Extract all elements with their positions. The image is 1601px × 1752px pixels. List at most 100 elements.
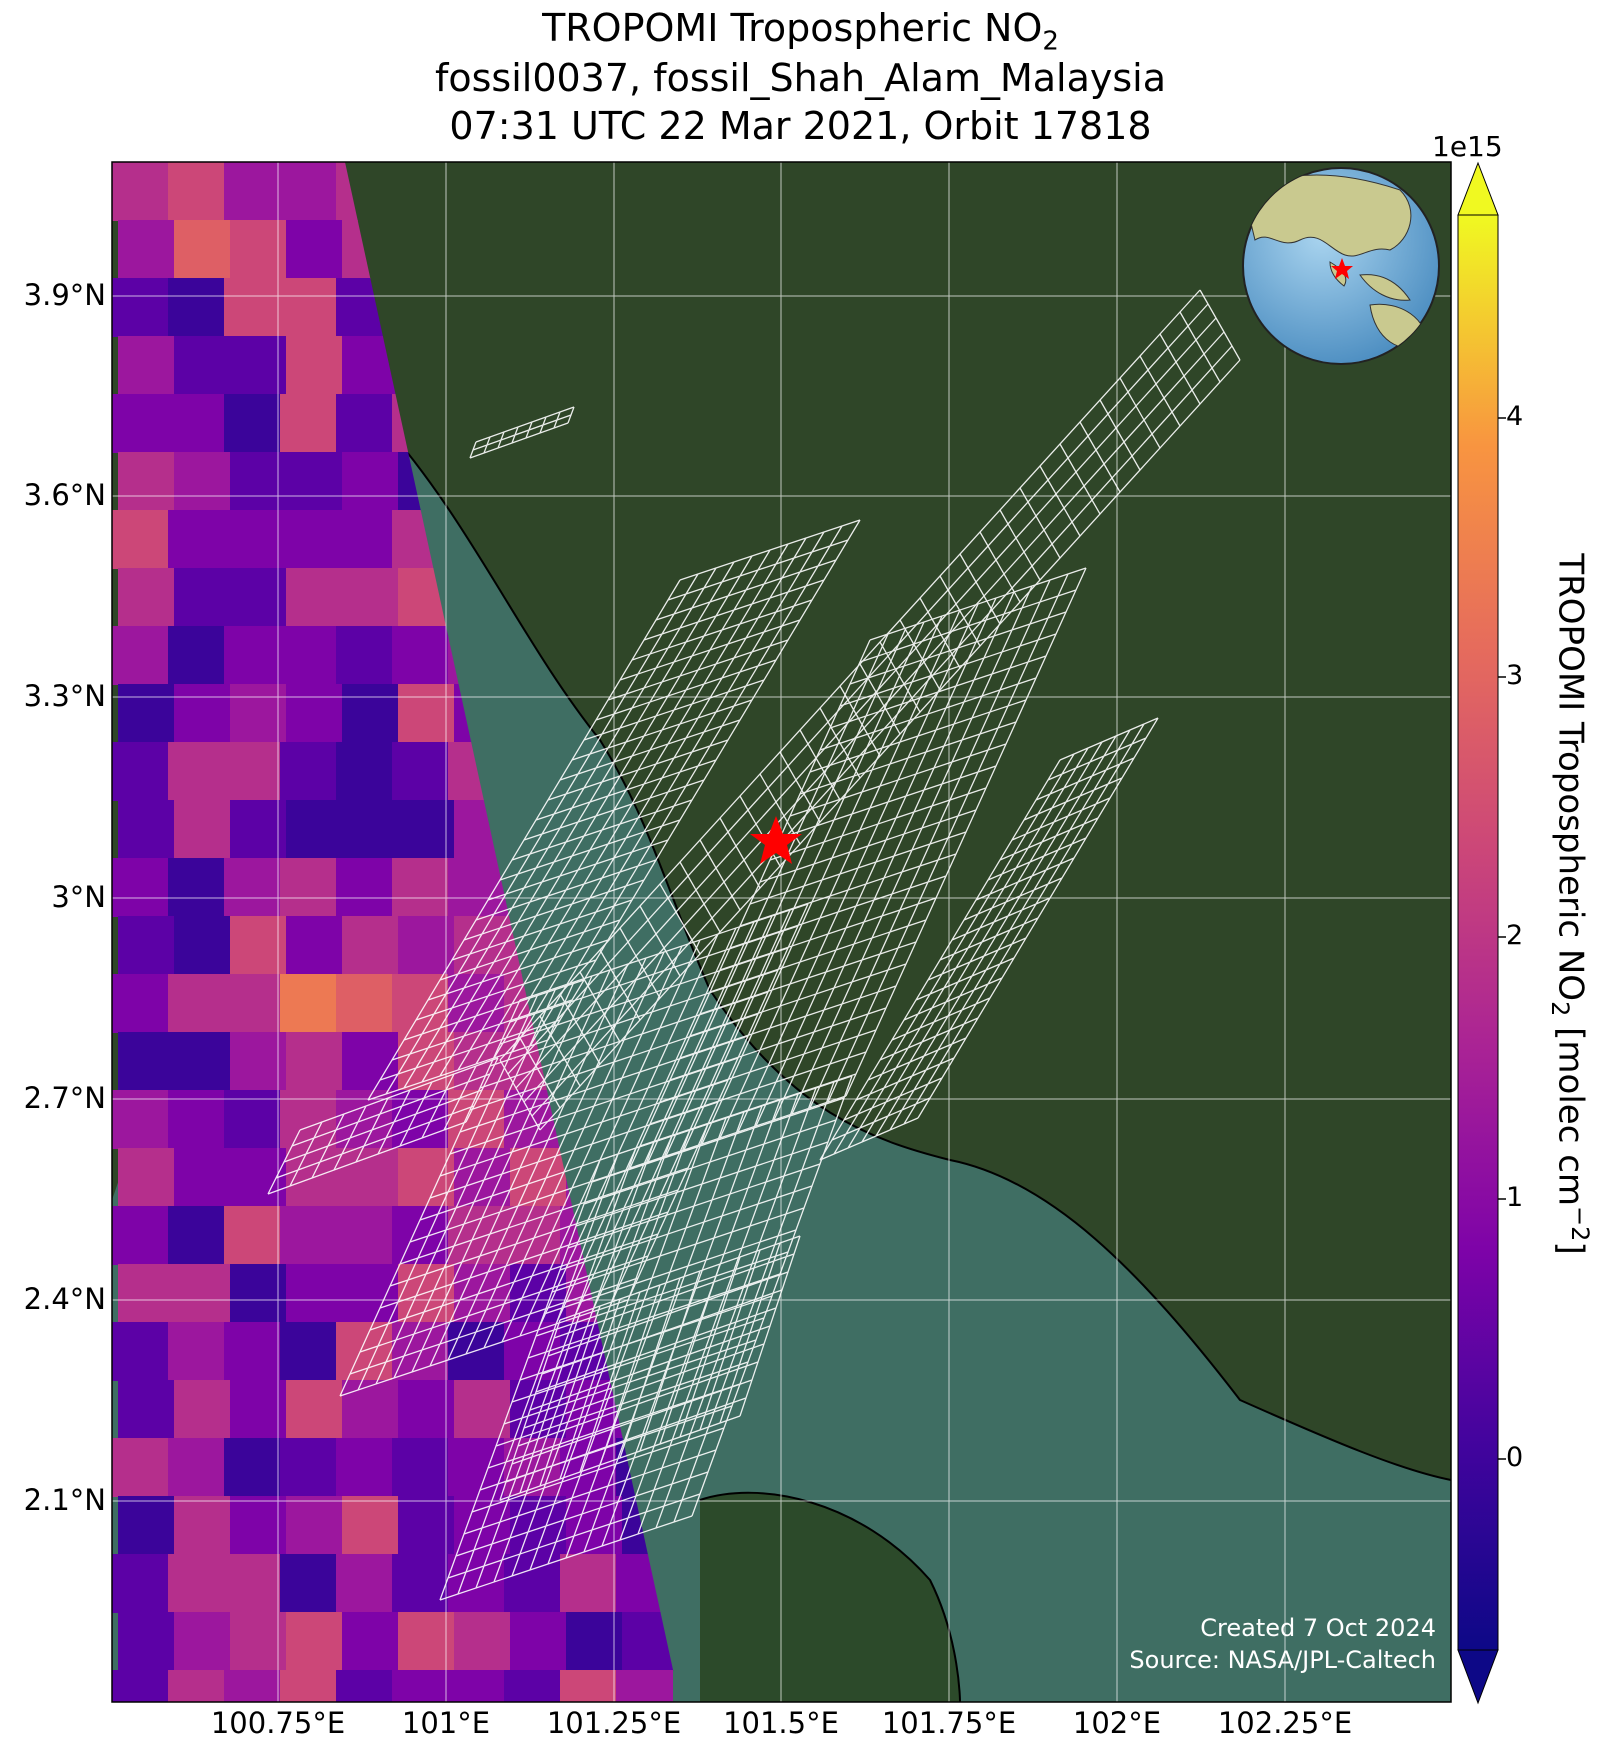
chart-title: TROPOMI Tropospheric NO2 (542, 6, 1059, 57)
coastline (379, 419, 1451, 1702)
graticule (112, 162, 1451, 1702)
no2-pixel (174, 1496, 231, 1555)
no2-pixel (112, 162, 169, 221)
footprint-mesh (339, 903, 809, 1397)
no2-pixel (286, 916, 343, 975)
globe-inset (1242, 167, 1440, 365)
no2-pixel (118, 916, 175, 975)
island-land (700, 1492, 960, 1702)
no2-pixel (118, 684, 175, 743)
no2-pixel (510, 1380, 567, 1439)
colorbar-tick-label: 0 (1506, 1442, 1524, 1473)
no2-pixel (118, 1148, 175, 1207)
no2-pixel (224, 1554, 281, 1613)
no2-pixel (342, 568, 399, 627)
no2-pixel (118, 1264, 175, 1323)
no2-pixel (174, 1612, 231, 1671)
no2-pixel (392, 742, 449, 801)
no2-pixel (286, 1496, 343, 1555)
lon-tick-label: 101°E (401, 1706, 491, 1740)
no2-pixel (286, 452, 343, 511)
no2-pixel (342, 1032, 399, 1091)
no2-pixel (336, 394, 393, 453)
no2-pixel (174, 1148, 231, 1207)
credit-created: Created 7 Oct 2024 (1200, 1614, 1436, 1642)
footprint-mesh (499, 1235, 801, 1501)
no2-pixel (112, 1670, 169, 1702)
no2-pixel (112, 1554, 169, 1613)
no2-pixel (174, 1380, 231, 1439)
no2-pixel (112, 1206, 169, 1265)
no2-pixel (224, 1322, 281, 1381)
no2-pixel (336, 974, 393, 1033)
no2-pixel (342, 916, 399, 975)
no2-pixel (336, 510, 393, 569)
no2-pixel (336, 742, 393, 801)
no2-pixel (224, 394, 281, 453)
no2-pixel (286, 800, 343, 859)
no2-pixel (286, 220, 343, 279)
no2-pixel (112, 858, 169, 917)
no2-pixel (392, 1438, 449, 1497)
no2-pixel (392, 974, 449, 1033)
no2-pixel (342, 1264, 399, 1323)
no2-pixel (342, 1380, 399, 1439)
footprint-mesh (267, 1057, 499, 1195)
no2-pixel (336, 1206, 393, 1265)
no2-pixel (280, 1438, 337, 1497)
no2-pixel (286, 1380, 343, 1439)
no2-pixel (118, 336, 175, 395)
no2-pixel (224, 510, 281, 569)
no2-pixel (168, 626, 225, 685)
chart-subtitle-site: fossil0037, fossil_Shah_Alam_Malaysia (434, 56, 1167, 100)
no2-pixel (342, 1148, 399, 1207)
no2-pixel (280, 1322, 337, 1381)
no2-pixel (118, 1032, 175, 1091)
no2-pixel (224, 1438, 281, 1497)
no2-pixel (336, 1438, 393, 1497)
no2-pixel (174, 452, 231, 511)
no2-pixel (224, 1206, 281, 1265)
no2-pixel (174, 684, 231, 743)
no2-pixel (560, 1670, 617, 1702)
no2-pixel (168, 1438, 225, 1497)
colorbar-exponent: 1e15 (1432, 130, 1503, 163)
no2-pixel (112, 1438, 169, 1497)
no2-pixel (504, 1670, 561, 1702)
site-star-marker (750, 816, 802, 864)
lat-tick-label: 2.1°N (23, 1483, 106, 1517)
no2-pixel (224, 1670, 281, 1702)
no2-pixel (336, 858, 393, 917)
no2-pixel (168, 1322, 225, 1381)
no2-pixel (118, 1380, 175, 1439)
no2-pixel (174, 800, 231, 859)
lat-tick-label: 3.9°N (23, 278, 106, 312)
lon-tick-label: 100.75°E (210, 1706, 346, 1740)
no2-pixel (280, 510, 337, 569)
no2-pixel (224, 1090, 281, 1149)
lon-tick-label: 102°E (1072, 1706, 1162, 1740)
footprint-mesh (469, 406, 575, 459)
no2-pixel (392, 1554, 449, 1613)
no2-pixel (168, 1206, 225, 1265)
no2-pixel (174, 568, 231, 627)
no2-pixel (286, 684, 343, 743)
no2-pixel (392, 858, 449, 917)
no2-pixel (448, 1670, 505, 1702)
no2-pixel (112, 394, 169, 453)
no2-pixel (286, 1032, 343, 1091)
lon-tick-label: 101.75°E (881, 1706, 1017, 1740)
no2-pixel (168, 1670, 225, 1702)
no2-pixel (504, 1206, 561, 1265)
no2-pixel (168, 974, 225, 1033)
no2-pixel (286, 1612, 343, 1671)
colorbar (1457, 161, 1506, 1705)
no2-pixel (392, 1206, 449, 1265)
no2-pixel (112, 974, 169, 1033)
no2-pixel (168, 278, 225, 337)
no2-pixel (168, 1554, 225, 1613)
no2-pixel (224, 858, 281, 917)
no2-pixel (510, 1612, 567, 1671)
no2-pixel (112, 626, 169, 685)
